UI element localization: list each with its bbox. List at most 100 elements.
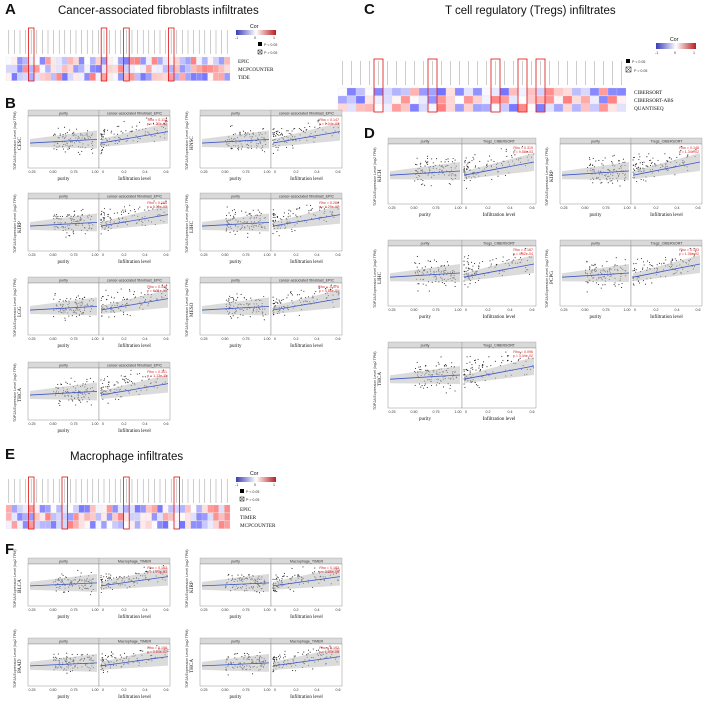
data-point	[294, 574, 296, 576]
data-point	[670, 158, 673, 160]
x-tick-label: 0.50	[582, 308, 589, 312]
cancer-type-label: THCA	[189, 659, 195, 673]
data-point	[500, 148, 502, 150]
heatmap-cell	[50, 512, 57, 521]
x-tick-label: 0.75	[71, 253, 78, 257]
data-point	[59, 577, 61, 579]
data-point	[418, 366, 420, 368]
data-point	[654, 163, 656, 165]
heatmap-cell	[337, 95, 348, 104]
heatmap-cell	[112, 520, 119, 529]
data-point	[279, 134, 282, 136]
heatmap-cell	[101, 504, 107, 513]
data-point	[601, 265, 603, 267]
data-point	[478, 267, 480, 270]
y-axis-label: TOP2A Expression Level (log2 TPM)	[185, 629, 189, 688]
data-point	[474, 359, 477, 361]
data-point	[103, 131, 105, 133]
stat-label: p = 1.73e-03	[147, 570, 167, 574]
heatmap-cell	[373, 87, 384, 96]
heatmap-c-row-label: QUANTISEQ	[634, 106, 664, 112]
data-point	[511, 156, 513, 158]
data-point	[424, 383, 426, 385]
heatmap-cell	[207, 72, 214, 81]
data-point	[150, 117, 152, 120]
heatmap-cell	[173, 72, 180, 81]
data-point	[100, 150, 102, 152]
heatmap-cell	[56, 56, 63, 65]
data-point	[129, 315, 131, 317]
x-tick-label: 0.6	[530, 410, 535, 414]
data-point	[320, 206, 322, 208]
data-point	[481, 365, 483, 367]
heatmap-a-cells	[5, 27, 231, 82]
data-point	[237, 297, 239, 299]
data-point	[77, 569, 79, 571]
data-point	[337, 201, 339, 203]
x-tick-label: 0.4	[143, 170, 148, 174]
data-point	[436, 384, 438, 386]
heatmap-cell	[190, 72, 197, 81]
data-point	[273, 300, 275, 302]
panel-letter-f: F	[5, 541, 15, 558]
x-tick-label: 0.75	[71, 337, 78, 341]
legend-tick: 0	[674, 51, 676, 55]
data-point	[276, 131, 278, 133]
data-point	[448, 182, 450, 185]
heatmap-cell	[463, 103, 474, 112]
heatmap-cell	[45, 520, 51, 529]
heatmap-e-row-label: EPIC	[240, 507, 252, 513]
data-point	[444, 365, 446, 367]
data-point	[274, 216, 276, 218]
data-point	[110, 132, 112, 134]
x-axis-label-purity: purity	[230, 615, 242, 620]
heatmap-cell	[218, 56, 225, 65]
data-point	[59, 215, 61, 217]
data-point	[230, 317, 232, 319]
data-point	[695, 250, 697, 252]
data-point	[445, 284, 447, 286]
data-point	[107, 402, 109, 404]
heatmap-cell	[22, 56, 29, 65]
data-point	[601, 163, 603, 165]
data-point	[71, 654, 73, 656]
heatmap-cell	[346, 103, 357, 112]
data-point	[274, 135, 276, 137]
data-point	[604, 284, 606, 286]
heatmap-cell	[598, 103, 609, 112]
heatmap-c-row-label: CIBERSORT-ABS	[634, 98, 674, 104]
x-tick-label: 0.25	[29, 422, 36, 426]
data-point	[225, 230, 227, 232]
scatter-plot-d-pcpg: TOP2A Expression Level (log2 TPM) PCPGpur…	[545, 239, 703, 320]
data-point	[482, 366, 484, 368]
heatmap-cell	[145, 72, 152, 81]
confidence-band	[101, 122, 168, 148]
data-point	[479, 369, 481, 371]
data-point	[113, 384, 115, 386]
stat-label: Rho = 0.148	[679, 146, 699, 150]
x-tick-label: 0.50	[582, 206, 589, 210]
data-point	[125, 130, 127, 132]
data-point	[592, 182, 594, 184]
y-axis-label: TOP2A Expression Level (log2 TPM)	[13, 194, 17, 253]
data-point	[81, 150, 83, 152]
data-point	[424, 184, 426, 186]
data-point	[127, 382, 129, 384]
regression-line	[561, 170, 630, 176]
data-point	[612, 155, 614, 157]
regression-line	[272, 214, 341, 227]
data-point	[425, 284, 427, 286]
data-point	[227, 674, 229, 676]
data-point	[160, 203, 163, 205]
data-point	[429, 260, 432, 262]
data-point	[651, 161, 653, 164]
heatmap-cell	[213, 504, 219, 513]
data-point	[463, 169, 465, 171]
heatmap-cell	[28, 504, 35, 513]
data-point	[422, 180, 424, 182]
x-tick-label: 0	[102, 170, 104, 174]
data-point	[59, 400, 61, 403]
x-axis-label-purity: purity	[590, 315, 602, 320]
heatmap-c-row-labels: CIBERSORT CIBERSORT-ABS QUANTISEQ	[634, 90, 674, 112]
data-point	[66, 298, 68, 300]
